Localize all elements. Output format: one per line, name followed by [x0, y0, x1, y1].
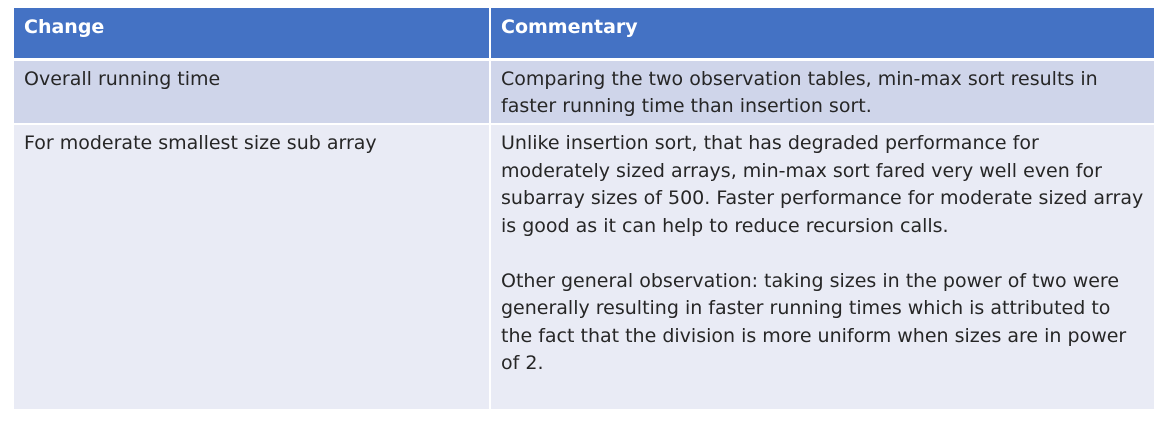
- commentary-paragraph: Unlike insertion sort, that has degraded…: [501, 132, 1144, 237]
- table-row: Overall running time Comparing the two o…: [14, 59, 1154, 125]
- comparison-table: Change Commentary Overall running time C…: [14, 8, 1154, 409]
- table-row: For moderate smallest size sub array Unl…: [14, 124, 1154, 409]
- column-header-change: Change: [14, 8, 490, 61]
- commentary-paragraph: Other general observation: taking sizes …: [501, 269, 1127, 375]
- commentary-cell: Unlike insertion sort, that has degraded…: [489, 124, 1154, 409]
- change-cell: Overall running time: [14, 59, 490, 125]
- commentary-cell: Comparing the two observation tables, mi…: [489, 59, 1154, 125]
- column-header-commentary: Commentary: [489, 8, 1154, 61]
- commentary-paragraph: Comparing the two observation tables, mi…: [501, 67, 1098, 118]
- change-cell: For moderate smallest size sub array: [14, 124, 490, 409]
- table-header-row: Change Commentary: [14, 8, 1154, 61]
